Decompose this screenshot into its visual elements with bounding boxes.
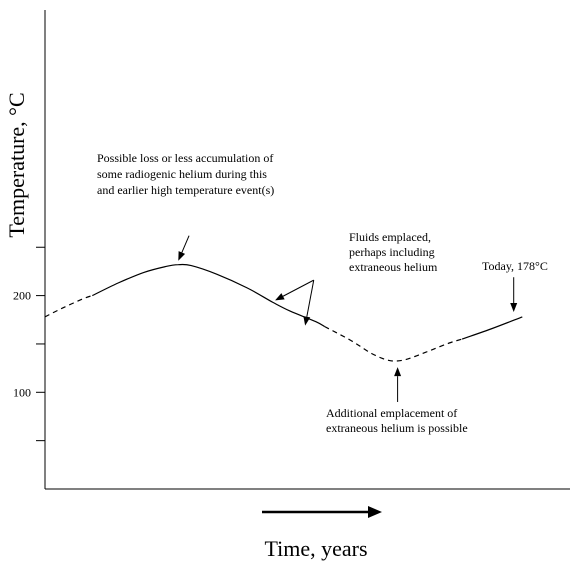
annotation-arrow (394, 367, 402, 402)
annotation-arrow (178, 235, 190, 261)
annotation-arrow (303, 280, 315, 326)
y-tick-label: 100 (13, 385, 31, 399)
axes (44, 10, 570, 490)
annotation-arrows (178, 235, 518, 402)
annotation-arrow (510, 277, 518, 313)
annotation-text: Possible loss or less accumulation of som… (97, 151, 274, 197)
annotation-text: Today, 178°C (482, 259, 548, 273)
y-axis-title: Temperature, °C (4, 92, 29, 237)
curve-segment-solid (461, 316, 523, 340)
curve-segment-dashed (324, 325, 463, 362)
time-direction-arrow (262, 506, 382, 518)
curve-segment-dashed (44, 295, 93, 318)
temperature-curve (44, 263, 523, 362)
annotation-text: Fluids emplaced, perhaps including extrane… (349, 230, 438, 274)
curve-segment-solid (92, 263, 325, 328)
y-tick-label: 200 (13, 289, 31, 303)
annotation-text: Additional emplacement of extraneous heli… (326, 406, 468, 435)
annotations: Possible loss or less accumulation of som… (97, 151, 548, 435)
y-ticks: 100 200 (13, 246, 45, 442)
annotation-arrow (275, 279, 314, 301)
x-axis-title: Time, years (264, 536, 367, 561)
